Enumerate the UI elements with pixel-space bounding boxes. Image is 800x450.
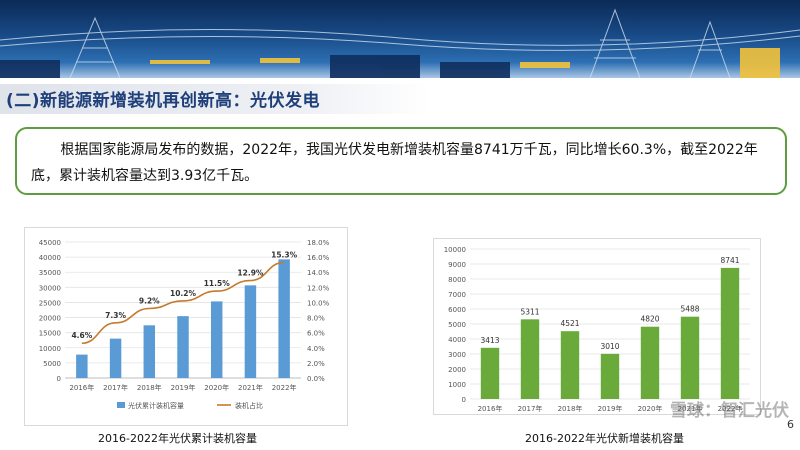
y-tick-label: 35000 (39, 269, 61, 277)
data-label: 4521 (560, 319, 579, 328)
x-tick-label: 2017年 (518, 404, 543, 413)
data-label: 4.6% (71, 331, 92, 340)
y-tick-label: 0 (57, 375, 61, 383)
y-tick-label: 7000 (448, 291, 466, 299)
data-label: 10.2% (170, 289, 197, 298)
x-tick-label: 2016年 (69, 383, 94, 392)
y-tick-label: 3000 (448, 351, 466, 359)
data-label: 9.2% (139, 296, 160, 305)
y2-tick-label: 2.0% (307, 360, 325, 368)
chart2-caption: 2016-2022年光伏新增装机容量 (525, 432, 684, 445)
watermark: 雪球：智汇光伏 (670, 401, 789, 421)
y-tick-label: 10000 (444, 246, 466, 254)
y-tick-label: 45000 (39, 239, 61, 247)
y2-tick-label: 4.0% (307, 345, 325, 353)
y2-tick-label: 0.0% (307, 375, 325, 383)
x-tick-label: 2021年 (678, 404, 703, 413)
data-label: 7.3% (105, 311, 126, 320)
x-tick-label: 2018年 (137, 383, 162, 392)
y2-tick-label: 10.0% (307, 299, 330, 307)
y-tick-label: 40000 (39, 254, 61, 262)
data-label: 5488 (680, 305, 699, 314)
bar (520, 319, 540, 399)
y-tick-label: 5000 (448, 321, 466, 329)
bar (143, 325, 156, 378)
summary-box: 根据国家能源局发布的数据，2022年，我国光伏发电新增装机容量8741万千瓦，同… (15, 127, 787, 195)
header-banner (0, 0, 800, 78)
x-tick-label: 2020年 (204, 383, 229, 392)
y-tick-label: 2000 (448, 366, 466, 374)
y-tick-label: 15000 (39, 330, 61, 338)
x-tick-label: 2016年 (478, 404, 503, 413)
cumulative-capacity-svg: 0 5000 10000 15000 20000 25000 30000 35000 40000… (39, 239, 330, 410)
new-capacity-svg: 0 1000 2000 3000 4000 5000 6000 7000 8000 9000 100… (444, 246, 750, 413)
x-tick-label: 2021年 (238, 383, 263, 392)
data-label: 12.9% (237, 269, 264, 278)
y-tick-label: 10000 (39, 345, 61, 353)
x-tick-label: 2018年 (558, 404, 583, 413)
cumulative-capacity-chart: 0 5000 10000 15000 20000 25000 30000 35000 40000… (24, 227, 348, 426)
data-label: 3010 (600, 342, 619, 351)
x-tick-label: 2020年 (638, 404, 663, 413)
y-tick-label: 20000 (39, 315, 61, 323)
bar (76, 354, 88, 378)
y-tick-label: 25000 (39, 299, 61, 307)
y-tick-label: 30000 (39, 284, 61, 292)
legend-label: 光伏累计装机容量 (128, 401, 184, 410)
bar (720, 267, 740, 399)
chart1-caption: 2016-2022年光伏累计装机容量 (98, 432, 257, 445)
bar (480, 347, 500, 399)
y-tick-label: 4000 (448, 336, 466, 344)
x-tick-label: 2017年 (103, 383, 128, 392)
y2-tick-label: 8.0% (307, 315, 325, 323)
data-label: 4820 (640, 315, 659, 324)
y-tick-label: 6000 (448, 306, 466, 314)
data-label: 5311 (520, 307, 539, 316)
y-tick-label: 0 (462, 396, 466, 404)
x-tick-label: 2019年 (598, 404, 623, 413)
title-bar (0, 84, 430, 114)
data-label: 11.5% (204, 279, 231, 288)
y2-tick-label: 18.0% (307, 239, 330, 247)
page-title: (二)新能源新增装机再创新高：光伏发电 (6, 91, 321, 111)
bar (278, 259, 290, 378)
y2-tick-label: 6.0% (307, 330, 325, 338)
series-line (81, 261, 285, 345)
bar (560, 331, 580, 399)
x-tick-label: 2022年 (718, 404, 743, 413)
bar (600, 353, 620, 399)
y-tick-label: 5000 (43, 360, 61, 368)
bar (244, 285, 257, 378)
y-tick-label: 1000 (448, 381, 466, 389)
bar (210, 301, 223, 378)
x-tick-label: 2022年 (272, 383, 297, 392)
data-label: 8741 (720, 256, 739, 265)
y2-tick-label: 14.0% (307, 269, 330, 277)
new-capacity-chart: 0 1000 2000 3000 4000 5000 6000 7000 8000 9000 100… (433, 238, 761, 415)
data-label: 15.3% (271, 250, 298, 259)
page-number: 6 (787, 418, 794, 431)
y2-tick-label: 16.0% (307, 254, 330, 262)
legend-label: 装机占比 (235, 401, 263, 410)
y2-tick-label: 12.0% (307, 284, 330, 292)
data-label: 3413 (480, 336, 499, 345)
x-tick-label: 2019年 (171, 383, 196, 392)
bar (640, 326, 660, 399)
bar (680, 316, 700, 399)
y-tick-label: 9000 (448, 261, 466, 269)
legend-swatch-bar (117, 402, 125, 408)
y-tick-label: 8000 (448, 276, 466, 284)
bar (177, 316, 189, 378)
summary-text: 根据国家能源局发布的数据，2022年，我国光伏发电新增装机容量8741万千瓦，同… (31, 142, 758, 184)
power-grid-illustration (0, 8, 800, 78)
bar (109, 338, 122, 378)
